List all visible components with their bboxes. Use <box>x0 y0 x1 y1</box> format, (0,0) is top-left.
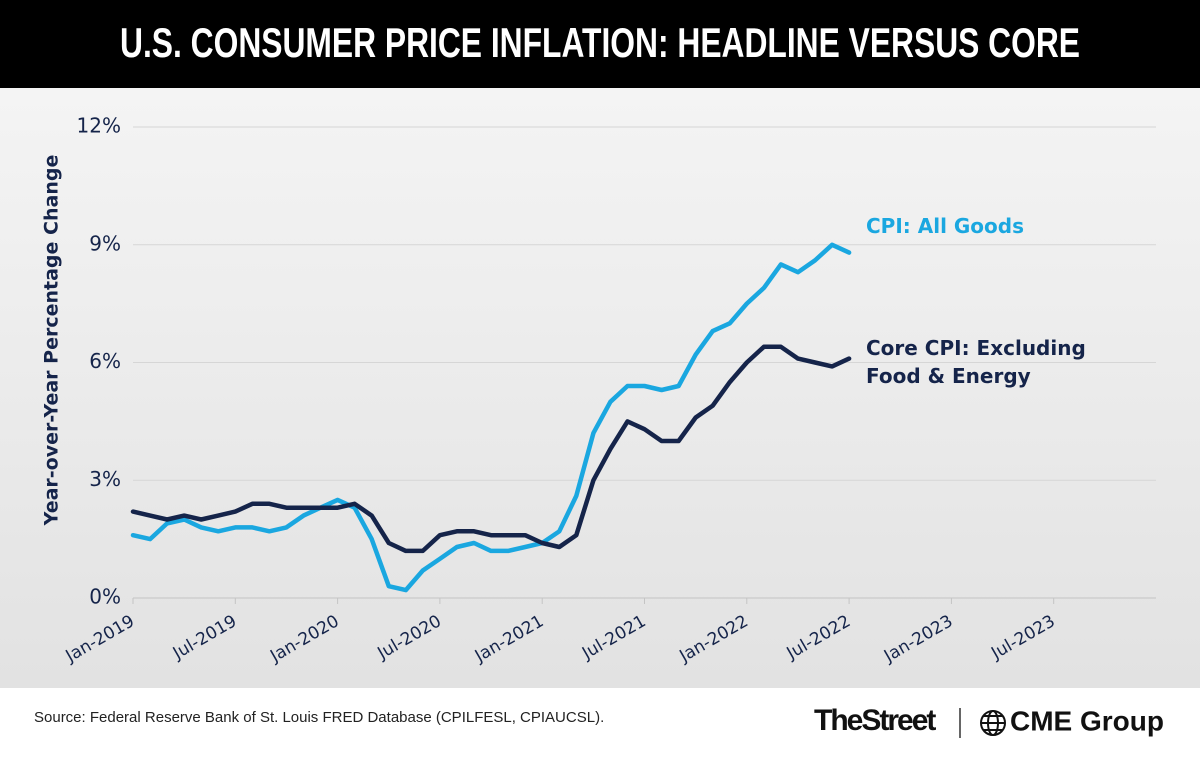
logo: TheStreet <box>814 704 936 737</box>
y-tick-label: 9% <box>89 231 121 255</box>
logo: CME Group <box>1010 705 1164 736</box>
series-label: CPI: All Goods <box>866 214 1025 238</box>
source: Source: Federal Reserve Bank of St. Loui… <box>34 709 604 726</box>
globe-icon <box>980 710 1006 736</box>
series-label: Core CPI: Excluding Food & Energy <box>866 336 1086 388</box>
header-bar <box>0 0 1200 88</box>
y-tick-label: 12% <box>77 114 121 138</box>
series-line <box>130 242 852 593</box>
y-tick-label: 3% <box>89 467 121 491</box>
y-tick-label: 0% <box>89 585 121 609</box>
series-line <box>130 344 852 554</box>
chart-title: U.S. CONSUMER PRICE INFLATION: HEADLINE … <box>120 19 1080 66</box>
plot-background <box>0 88 1200 688</box>
y-tick-label: 6% <box>89 349 121 373</box>
y-axis-label: Year-over-Year Percentage Change <box>41 155 63 527</box>
